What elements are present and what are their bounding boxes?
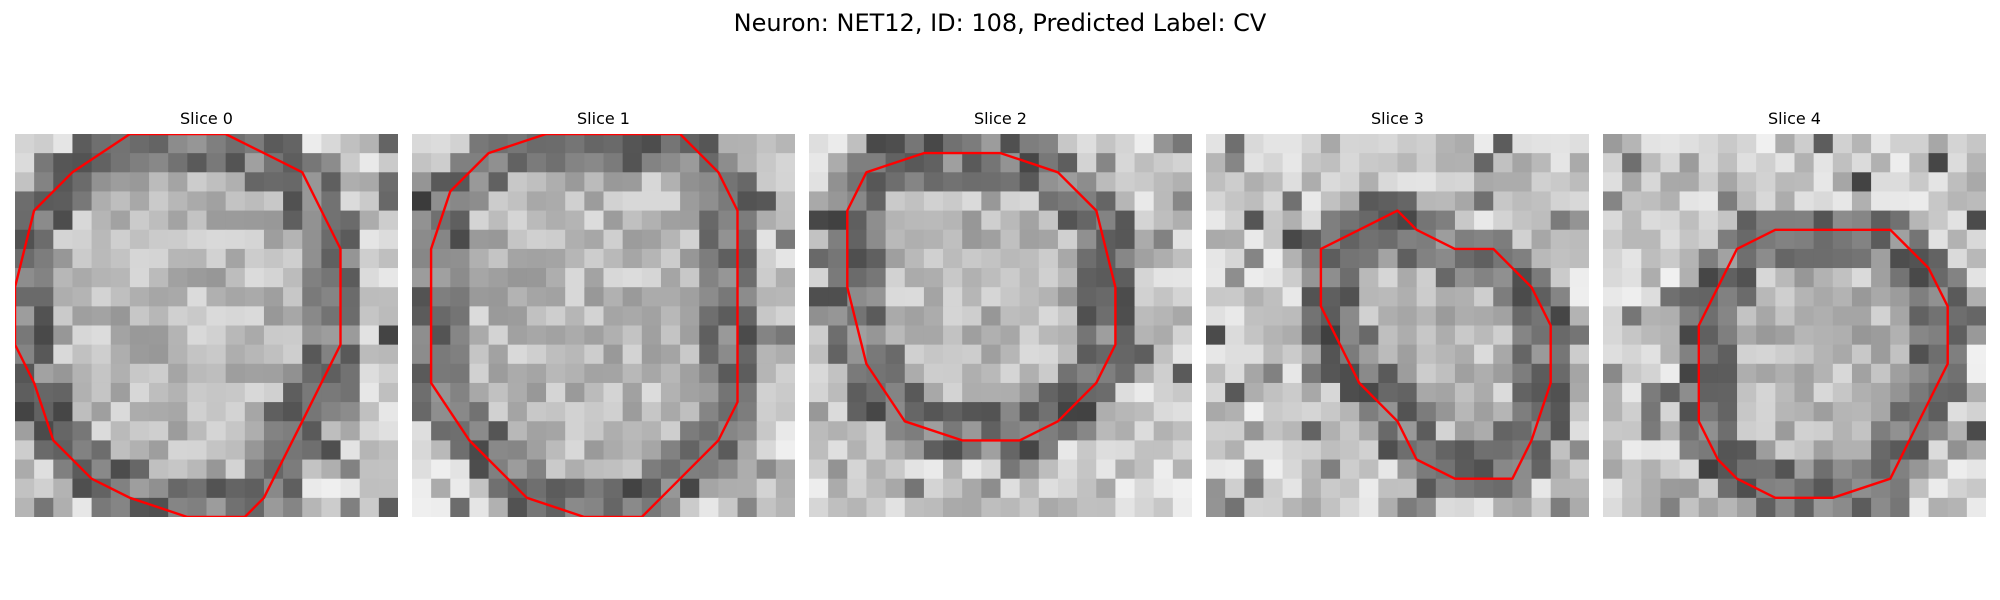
slice-svg-0 <box>15 134 398 517</box>
slice-title-1: Slice 1 <box>577 109 630 128</box>
slice-svg-4 <box>1603 134 1986 517</box>
slice-svg-2 <box>809 134 1192 517</box>
slice-image-2 <box>809 134 1192 517</box>
slice-svg-3 <box>1206 134 1589 517</box>
slice-panel-3: Slice 3 <box>1206 110 1589 517</box>
slice-panel-2: Slice 2 <box>809 110 1192 517</box>
slice-image-3 <box>1206 134 1589 517</box>
segmentation-contour <box>1697 228 1949 499</box>
slice-title-3: Slice 3 <box>1371 109 1424 128</box>
slice-title-2: Slice 2 <box>974 109 1027 128</box>
pixel-grid <box>809 134 1192 517</box>
segmentation-contour <box>429 134 739 517</box>
slice-panel-4: Slice 4 <box>1603 110 1986 517</box>
figure-title: Neuron: NET12, ID: 108, Predicted Label:… <box>733 9 1267 37</box>
pixel-grid <box>1603 134 1986 517</box>
slice-svg-1 <box>412 134 795 517</box>
pixel-grid <box>15 134 398 517</box>
slice-title-0: Slice 0 <box>180 109 233 128</box>
slice-image-0 <box>15 134 398 517</box>
segmentation-contour <box>846 151 1117 442</box>
pixel-grid <box>412 134 795 517</box>
slice-image-1 <box>412 134 795 517</box>
segmentation-contour <box>15 134 342 517</box>
segmentation-contour <box>1319 209 1552 480</box>
pixel-grid <box>1206 134 1589 517</box>
slice-panel-1: Slice 1 <box>412 110 795 517</box>
slice-panel-0: Slice 0 <box>15 110 398 517</box>
slice-title-4: Slice 4 <box>1768 109 1821 128</box>
slice-image-4 <box>1603 134 1986 517</box>
